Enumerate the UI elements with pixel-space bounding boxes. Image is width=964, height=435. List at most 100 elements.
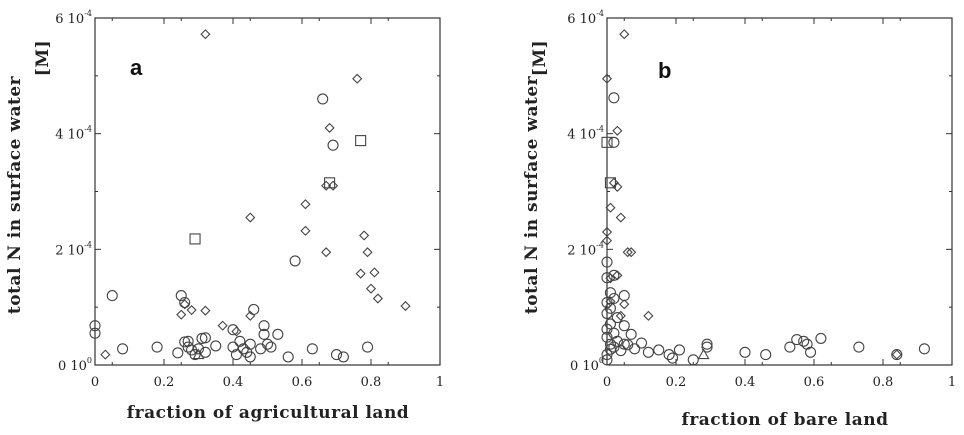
chart-a-circle-point: [230, 349, 242, 361]
chart-b-diamond-point: [605, 202, 616, 213]
chart-b-diamond-point: [605, 273, 616, 284]
chart-a-x-tick-label: 1: [436, 375, 444, 390]
chart-b-y-tick-label: 4 10-4: [567, 125, 604, 143]
chart-b-x-tick-label: 0.6: [804, 375, 825, 390]
chart-a-diamond-point: [321, 180, 332, 191]
chart-a-plot-frame: [94, 17, 441, 366]
chart-panel-a: 0 0.2 0.4 0.6 0.8 1 0 100 2 10-4 4 10-4 6 10-4 a [M…: [5, 9, 444, 423]
chart-b-diamond-point: [615, 212, 626, 223]
chart-a-diamond-point: [231, 326, 242, 337]
chart-a-circle-point: [317, 93, 329, 105]
chart-b-circle-point: [601, 272, 613, 284]
chart-a-circle-point: [172, 347, 184, 359]
chart-a-circle-point: [182, 341, 194, 353]
chart-b-circle-point: [625, 328, 637, 340]
chart-a-diamond-point: [200, 305, 211, 316]
chart-a-circle-point: [244, 338, 256, 350]
chart-b-circle-point: [615, 344, 627, 357]
chart-b-circle-point: [611, 312, 623, 324]
chart-a-y-unit-label: [M]: [33, 40, 53, 76]
chart-a-circle-point: [179, 296, 191, 309]
chart-b-triangle-point: [697, 348, 710, 360]
chart-b-circle-point: [701, 338, 713, 350]
chart-b-x-tick-label: 1: [948, 375, 956, 390]
chart-b-diamond-point: [626, 247, 637, 258]
chart-a-diamond-point: [327, 180, 339, 191]
chart-b-circle-point: [798, 335, 810, 347]
chart-b-square-point: [604, 177, 617, 189]
chart-b-circle-point: [601, 354, 613, 366]
chart-a-diamond-point: [369, 267, 380, 278]
chart-b-circle-point: [604, 302, 617, 314]
chart-a-square-point: [324, 177, 336, 189]
chart-b-x-axis-label: fraction of bare land: [682, 410, 889, 430]
chart-b-circle-point: [760, 349, 772, 361]
chart-a-circle-point: [89, 327, 101, 339]
chart-b-circle-point: [853, 341, 865, 353]
chart-b-diamond-point: [612, 270, 623, 281]
chart-b-circle-point: [642, 346, 654, 358]
chart-a-panel-label: a: [130, 55, 143, 80]
chart-a-y-tick-label: 6 10-4: [55, 9, 92, 27]
chart-a-circle-point: [227, 324, 239, 336]
chart-a-circle-point: [117, 343, 129, 355]
chart-a-diamond-point: [321, 247, 332, 258]
chart-a-diamond-point: [300, 225, 311, 236]
chart-a-y-tick-label: 4 10-4: [55, 125, 92, 143]
chart-b-diamond-point: [612, 181, 623, 192]
chart-b-diamond-point: [891, 349, 902, 360]
chart-b-circle-point: [601, 256, 613, 268]
chart-a-diamond-point: [179, 299, 190, 310]
chart-b-x-tick-label: 0.2: [666, 375, 687, 390]
chart-b-circle-point: [629, 343, 641, 355]
chart-a-x-tick-label: 0.2: [154, 375, 175, 390]
chart-b-circle-point: [784, 341, 796, 353]
chart-a-diamond-point: [365, 283, 377, 294]
chart-b-circle-point: [739, 346, 751, 358]
chart-a-x-axis-label: fraction of agricultural land: [127, 403, 409, 423]
chart-b-circle-point: [918, 343, 930, 355]
chart-a-x-tick-label: 0: [91, 375, 99, 390]
chart-b-circle-point: [663, 349, 675, 361]
chart-a-diamond-point: [352, 73, 363, 84]
chart-a-circle-point: [265, 341, 277, 353]
chart-a-circle-point: [261, 338, 274, 350]
chart-a-diamond-point: [245, 310, 256, 321]
chart-b-circle-point: [701, 341, 713, 353]
chart-a-circle-point: [151, 341, 163, 353]
chart-a-circle-point: [330, 349, 343, 361]
chart-a-x-tick-label: 0.4: [223, 375, 244, 390]
chart-b-circle-point: [604, 338, 617, 350]
chart-b-diamond-point: [601, 235, 613, 246]
chart-a-circle-point: [189, 349, 201, 361]
chart-a-diamond-point: [355, 268, 366, 279]
chart-a-y-axis-label: total N in surface water: [5, 75, 25, 314]
chart-b-diamond-point: [619, 299, 630, 310]
chart-a-circle-point: [234, 335, 246, 347]
chart-b-y-tick-label: 2 10-4: [567, 240, 604, 258]
chart-b-circle-point: [618, 320, 630, 332]
chart-a-diamond-point: [300, 199, 311, 210]
chart-a-circle-point: [244, 351, 256, 363]
chart-a-circle-point: [337, 351, 349, 363]
chart-a-triangle-point: [192, 348, 205, 360]
chart-b-y-unit-label: [M]: [530, 40, 550, 76]
chart-b-x-tick-label: 0.8: [873, 375, 894, 390]
chart-a-diamond-point: [186, 304, 197, 316]
chart-b-y-tick-label: 6 10-4: [567, 9, 604, 27]
chart-a-circle-point: [361, 341, 374, 353]
chart-a-diamond-point: [100, 349, 111, 360]
chart-a-circle-point: [258, 320, 270, 332]
chart-a-diamond-point: [245, 212, 256, 223]
chart-b-circle-point: [608, 92, 620, 104]
chart-b-diamond-point: [622, 247, 633, 258]
chart-b-circle-point: [635, 337, 648, 349]
chart-a-circle-point: [210, 340, 222, 352]
chart-b-x-tick-label: 0: [603, 375, 611, 390]
chart-b-circle-point: [666, 352, 679, 364]
chart-a-diamond-point: [362, 247, 373, 258]
chart-b-y-tick-label: 0 100: [570, 356, 604, 374]
chart-b-circle-point: [653, 344, 665, 356]
chart-a-circle-point: [106, 290, 118, 302]
chart-b-circle-point: [815, 332, 827, 344]
